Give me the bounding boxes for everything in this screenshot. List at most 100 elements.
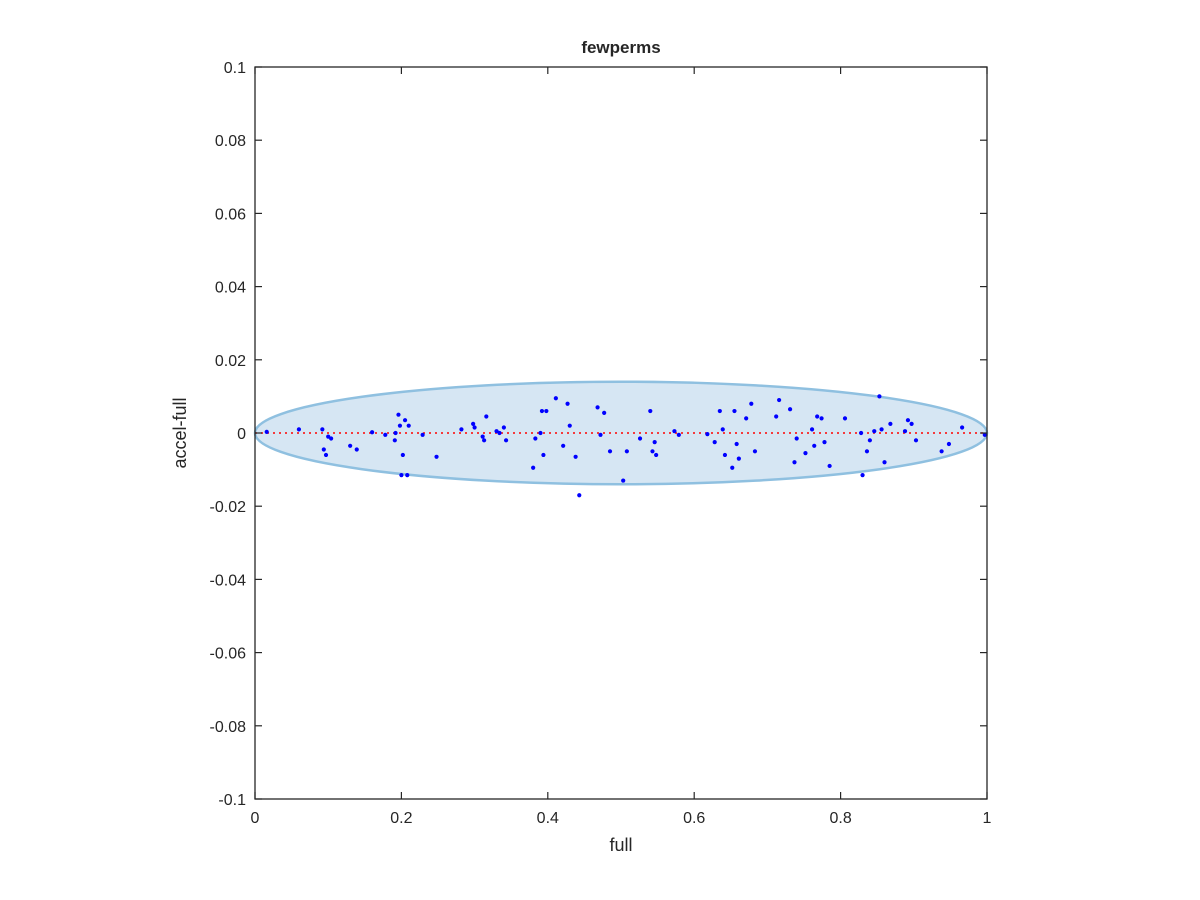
data-point (732, 408, 737, 414)
data-point (393, 430, 398, 436)
data-point (503, 438, 509, 443)
data-point (712, 440, 717, 445)
data-point (676, 432, 681, 437)
x-tick-label: 0.4 (537, 810, 559, 827)
data-point (909, 421, 914, 426)
data-point (652, 440, 657, 445)
data-point (573, 454, 578, 459)
points-layer (264, 394, 987, 498)
data-point (480, 434, 485, 439)
data-point (471, 421, 476, 426)
x-tick-label: 0 (251, 810, 260, 827)
data-point (383, 432, 388, 437)
data-point (397, 423, 403, 428)
data-point (946, 441, 952, 447)
data-point (879, 427, 884, 432)
data-point (392, 438, 397, 443)
data-point (595, 405, 600, 410)
data-point (842, 416, 848, 421)
data-point (717, 408, 722, 414)
data-point (602, 410, 607, 415)
x-tick-label: 1 (983, 810, 992, 827)
data-point (482, 438, 487, 443)
chart-title: fewperms (581, 38, 660, 57)
data-point (541, 452, 546, 458)
data-point (858, 430, 864, 436)
data-point (812, 443, 817, 448)
data-point (736, 456, 741, 461)
data-point (598, 432, 603, 437)
data-point (905, 418, 911, 423)
x-tick-label: 0.6 (683, 810, 705, 827)
data-point (939, 449, 944, 454)
data-point (872, 429, 877, 434)
data-point (348, 443, 353, 448)
y-tick-label: 0.06 (215, 206, 246, 223)
x-tick-label: 0.2 (390, 810, 412, 827)
x-axis-ticks: 0 0.2 0.4 0.6 0.8 1 (251, 67, 992, 827)
data-point (321, 447, 326, 452)
data-point (888, 421, 893, 426)
data-point (539, 408, 545, 414)
data-point (867, 438, 872, 443)
data-point (705, 431, 710, 437)
data-point (882, 460, 887, 465)
data-point (819, 416, 824, 421)
data-point (459, 427, 464, 432)
data-point (624, 449, 629, 454)
data-point (354, 447, 359, 452)
data-point (815, 414, 820, 419)
data-point (538, 430, 543, 436)
data-point (329, 436, 334, 441)
data-point (822, 440, 827, 445)
data-point (577, 493, 582, 498)
data-point (794, 436, 799, 441)
data-point (320, 427, 325, 432)
data-point (877, 394, 882, 399)
data-point (749, 401, 754, 406)
data-point (913, 438, 919, 443)
data-point (637, 436, 643, 441)
data-point (982, 432, 987, 437)
x-axis-label: full (609, 835, 632, 855)
data-point (531, 465, 536, 470)
data-point (860, 472, 865, 478)
data-point (567, 423, 572, 428)
data-point (484, 414, 489, 419)
data-point (621, 478, 626, 483)
data-point (787, 407, 793, 412)
y-tick-label: -0.04 (210, 572, 247, 589)
data-point (607, 449, 613, 454)
y-tick-label: 0.04 (215, 280, 246, 297)
data-point (434, 454, 439, 459)
y-axis-label: accel-full (170, 397, 190, 468)
data-point (734, 441, 739, 447)
data-point (902, 429, 908, 434)
data-point (864, 449, 870, 454)
y-tick-label: 0 (237, 426, 246, 443)
y-tick-label: -0.1 (218, 792, 246, 809)
y-tick-label: -0.08 (210, 719, 247, 736)
data-point (497, 430, 502, 436)
data-point (803, 451, 808, 456)
data-point (396, 412, 401, 417)
data-point (777, 397, 782, 403)
data-point (792, 460, 797, 465)
data-point (960, 425, 965, 430)
data-point (399, 472, 404, 478)
data-point (400, 452, 405, 458)
data-point (720, 427, 725, 432)
data-point (405, 472, 410, 478)
data-point (561, 443, 566, 448)
data-point (672, 429, 677, 434)
y-tick-label: 0.08 (215, 133, 246, 150)
data-point (406, 423, 411, 428)
data-point (296, 427, 302, 432)
data-point (730, 465, 735, 470)
data-point (648, 408, 653, 414)
data-point (370, 430, 375, 435)
y-tick-label: -0.02 (210, 499, 247, 516)
data-point (744, 416, 749, 421)
y-tick-label: -0.06 (210, 646, 247, 663)
